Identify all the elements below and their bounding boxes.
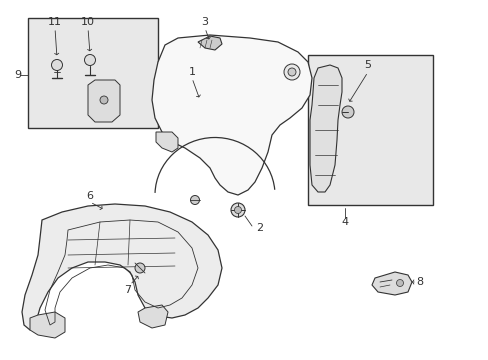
Circle shape xyxy=(341,106,353,118)
Text: 2: 2 xyxy=(256,223,263,233)
Text: 3: 3 xyxy=(201,17,208,27)
Polygon shape xyxy=(30,312,65,338)
Circle shape xyxy=(396,279,403,287)
Circle shape xyxy=(287,68,295,76)
Circle shape xyxy=(84,54,95,66)
Text: 6: 6 xyxy=(86,191,93,201)
Polygon shape xyxy=(371,272,411,295)
Text: 11: 11 xyxy=(48,17,62,27)
Polygon shape xyxy=(156,132,178,152)
Text: 8: 8 xyxy=(416,277,423,287)
Text: 7: 7 xyxy=(124,285,131,295)
Text: 10: 10 xyxy=(81,17,95,27)
Polygon shape xyxy=(309,65,341,192)
Circle shape xyxy=(234,207,241,213)
Polygon shape xyxy=(138,305,168,328)
Polygon shape xyxy=(152,35,311,195)
Polygon shape xyxy=(198,36,222,50)
Circle shape xyxy=(135,263,145,273)
Text: 9: 9 xyxy=(14,70,21,80)
Bar xyxy=(307,55,432,205)
Text: 1: 1 xyxy=(188,67,195,77)
Polygon shape xyxy=(22,204,222,330)
Circle shape xyxy=(100,96,108,104)
Text: 5: 5 xyxy=(364,60,371,70)
Text: 4: 4 xyxy=(341,217,348,227)
Circle shape xyxy=(190,195,199,204)
Circle shape xyxy=(51,59,62,71)
Circle shape xyxy=(284,64,299,80)
Polygon shape xyxy=(88,80,120,122)
Bar xyxy=(28,18,158,128)
Circle shape xyxy=(230,203,244,217)
